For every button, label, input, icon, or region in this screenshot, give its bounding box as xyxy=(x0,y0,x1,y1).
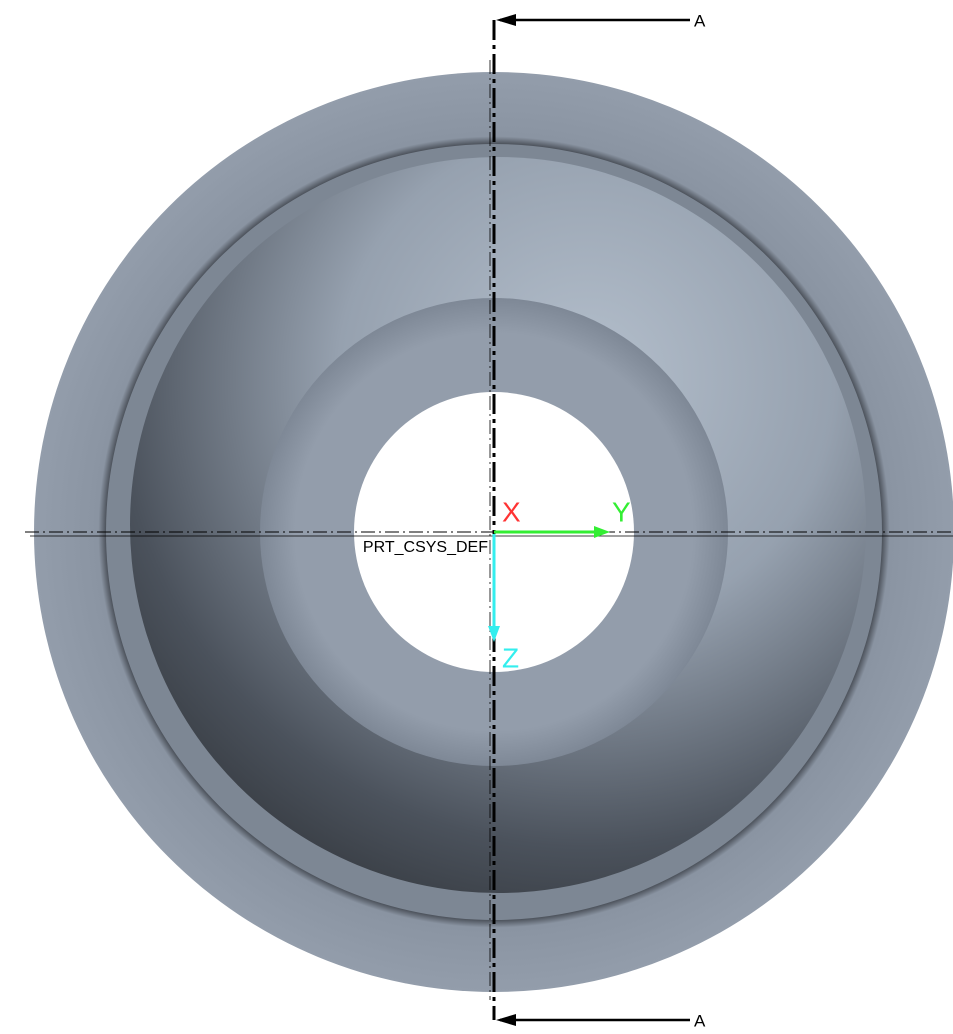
section-label-bottom: A xyxy=(694,1011,706,1030)
y-arrowhead xyxy=(594,526,610,538)
arrowhead-bottom xyxy=(496,1014,516,1026)
z-axis-label: Z xyxy=(502,642,519,673)
section-label-top: A xyxy=(694,11,706,30)
x-axis-label: X xyxy=(502,496,521,527)
coordinate-system: X Y Z PRT_CSYS_DEF xyxy=(363,496,631,673)
datum-lines xyxy=(25,14,953,1026)
csys-name: PRT_CSYS_DEF xyxy=(363,539,488,556)
z-arrowhead xyxy=(488,626,500,642)
arrowhead-top xyxy=(496,14,516,26)
y-axis-label: Y xyxy=(612,496,631,527)
